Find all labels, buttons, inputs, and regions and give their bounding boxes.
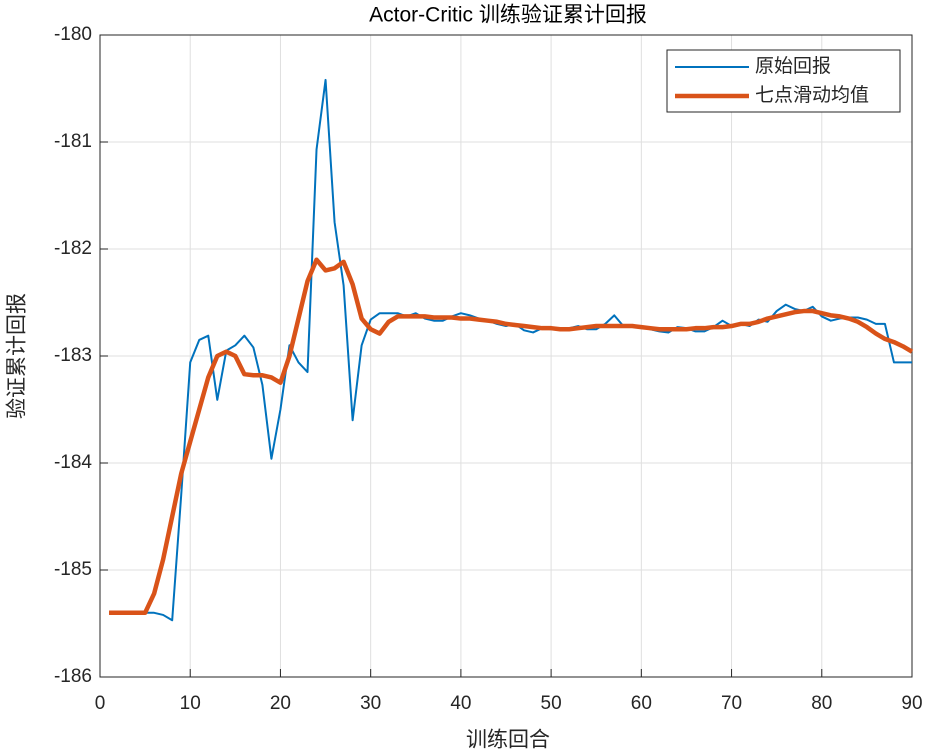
x-tick-label: 0 <box>95 693 106 714</box>
y-tick-label: -186 <box>54 666 92 687</box>
x-tick-label: 60 <box>631 693 652 714</box>
x-tick-label: 50 <box>541 693 562 714</box>
x-tick-label: 80 <box>811 693 832 714</box>
x-axis-label: 训练回合 <box>466 729 550 752</box>
legend-label: 七点滑动均值 <box>755 84 869 106</box>
y-tick-label: -182 <box>54 238 92 259</box>
y-axis-label: 验证累计回报 <box>6 293 29 419</box>
x-tick-label: 70 <box>721 693 742 714</box>
y-tick-label: -181 <box>54 131 92 152</box>
plot-frame <box>99 34 913 678</box>
series-line <box>109 78 912 622</box>
y-tick-label: -183 <box>54 345 92 366</box>
y-tick-label: -184 <box>54 452 92 473</box>
legend-label: 原始回报 <box>755 55 831 77</box>
x-tick-label: 90 <box>901 693 922 714</box>
x-tick-label: 30 <box>360 693 381 714</box>
series-line <box>109 257 914 616</box>
x-tick-label: 10 <box>180 693 201 714</box>
y-tick-label: -185 <box>54 559 92 580</box>
x-tick-label: 20 <box>270 693 291 714</box>
x-tick-label: 40 <box>450 693 471 714</box>
chart-title: Actor-Critic 训练验证累计回报 <box>369 4 647 27</box>
y-tick-label: -180 <box>54 24 92 45</box>
legend-box <box>666 49 901 113</box>
